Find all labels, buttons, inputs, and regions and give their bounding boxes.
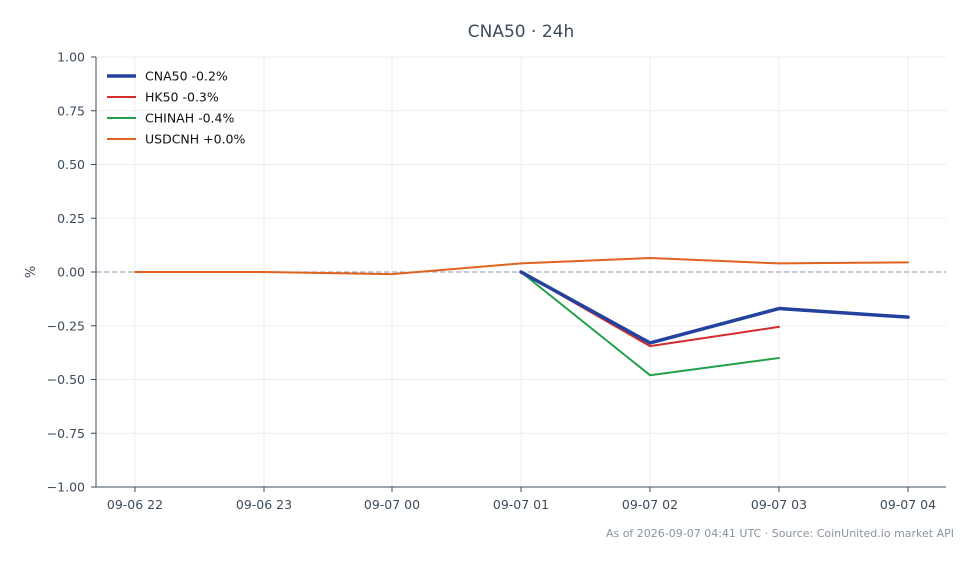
footer-source: As of 2026-09-07 04:41 UTC · Source: Coi… bbox=[606, 527, 954, 540]
chart-title: CNA50 · 24h bbox=[468, 22, 574, 42]
series-line-usdcnh bbox=[134, 257, 909, 276]
series-line-chinah bbox=[520, 271, 780, 377]
y-tick-label: −0.50 bbox=[47, 372, 85, 387]
legend-label: CHINAH -0.4% bbox=[145, 111, 234, 126]
legend-label: CNA50 -0.2% bbox=[145, 69, 228, 84]
x-tick-label: 09-06 23 bbox=[236, 497, 292, 512]
x-tick-label: 09-07 02 bbox=[622, 497, 678, 512]
series-lines bbox=[134, 257, 910, 377]
legend-label: HK50 -0.3% bbox=[145, 90, 219, 105]
x-ticks: 09-06 22 09-06 23 09-07 00 09-07 01 09-07 02… bbox=[107, 487, 936, 512]
x-tick-label: 09-07 03 bbox=[751, 497, 807, 512]
y-tick-label: 0.50 bbox=[57, 157, 85, 172]
y-tick-label: 0.25 bbox=[57, 211, 85, 226]
y-tick-label: 1.00 bbox=[57, 50, 85, 65]
series-line-cna50 bbox=[519, 270, 910, 345]
y-tick-label: −0.75 bbox=[47, 426, 85, 441]
y-ticks: 1.00 0.75 0.50 0.25 0.00 −0.25 −0.50 −0.75 −1.00 bbox=[47, 50, 96, 495]
y-tick-label: −1.00 bbox=[47, 480, 85, 495]
legend-label: USDCNH +0.0% bbox=[145, 132, 246, 147]
x-tick-label: 09-07 04 bbox=[880, 497, 936, 512]
legend: CNA50 -0.2% HK50 -0.3% CHINAH -0.4% USDCNH … bbox=[107, 69, 246, 147]
x-tick-label: 09-07 01 bbox=[493, 497, 549, 512]
y-tick-label: 0.00 bbox=[57, 265, 85, 280]
y-axis-label: % bbox=[24, 266, 39, 278]
y-tick-label: 0.75 bbox=[57, 103, 85, 118]
x-tick-label: 09-06 22 bbox=[107, 497, 163, 512]
y-tick-label: −0.25 bbox=[47, 318, 85, 333]
x-tick-label: 09-07 00 bbox=[364, 497, 420, 512]
